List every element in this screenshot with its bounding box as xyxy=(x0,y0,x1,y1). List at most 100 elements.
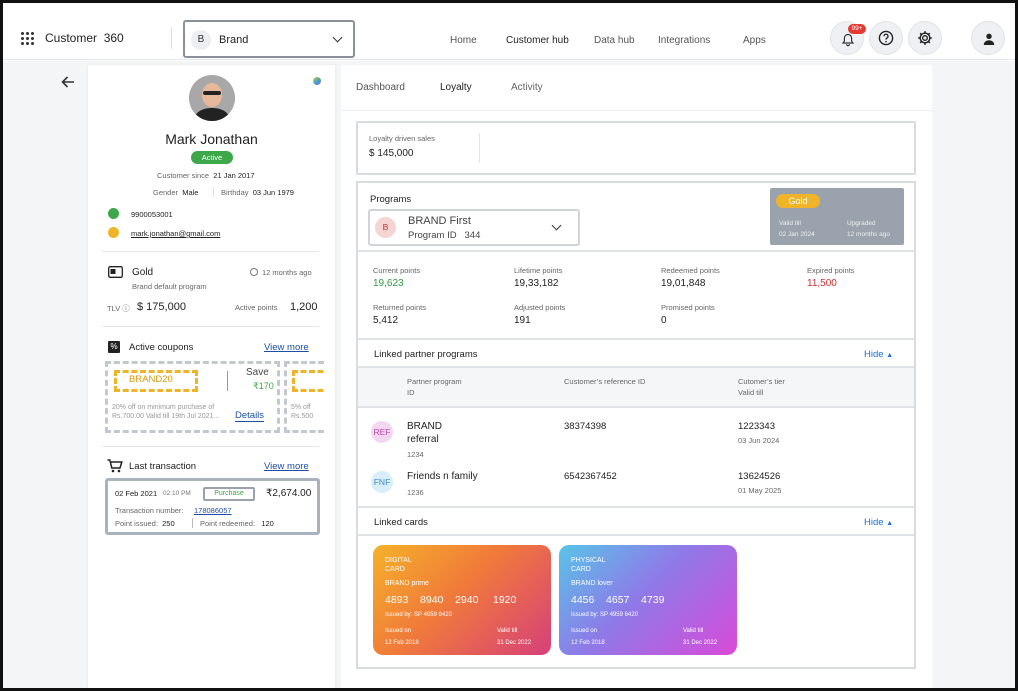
returned-points-label: Returned points xyxy=(373,303,426,312)
phone-icon xyxy=(108,208,119,219)
txn-points-redeemed: Point redeemed: 120 xyxy=(200,519,274,528)
coupon-peek-line2: Rs.500 xyxy=(291,413,314,420)
nav-data-hub[interactable]: Data hub xyxy=(594,35,635,46)
loyalty-sales-card: Loyalty driven sales $ 145,000 xyxy=(356,121,916,175)
current-points-label: Current points xyxy=(373,266,421,275)
coupon-card[interactable]: BRAND20 Save ₹170 20% off on minimum pur… xyxy=(105,361,280,433)
brand-selector[interactable]: B Brand xyxy=(183,20,355,58)
card-number: 4456 4657 4739 xyxy=(571,594,665,606)
settings-button[interactable] xyxy=(908,21,942,55)
physical-card[interactable]: PHYSICAL CARD BRAND lover 4456 4657 4739… xyxy=(559,545,737,655)
txn-amount: ₹2,674.00 xyxy=(266,488,312,499)
card-issued-label: Issued on xyxy=(571,628,598,634)
txn-date: 02 Feb 2021 xyxy=(115,489,158,498)
customer-since: Customer since 21 Jan 2017 xyxy=(157,171,255,180)
current-points-value: 19,623 xyxy=(373,278,404,289)
col-reference-id: Customer’s reference ID xyxy=(564,377,646,386)
coupon-save-value: ₹170 xyxy=(253,381,274,391)
card-issued-date: 12 Feb 2018 xyxy=(571,640,605,646)
clock-icon xyxy=(250,268,258,276)
bell-icon xyxy=(841,33,855,47)
avatar xyxy=(189,75,235,121)
partners-table-header: Partner program ID Customer’s reference … xyxy=(358,368,914,406)
card-number: 4893 8940 2940 1920 xyxy=(385,594,517,606)
cart-icon xyxy=(107,459,123,473)
nav-integrations[interactable]: Integrations xyxy=(658,35,711,46)
txn-number-link[interactable]: 178086057 xyxy=(194,506,232,515)
redeemed-points-value: 19,01,848 xyxy=(661,278,706,289)
tab-dashboard[interactable]: Dashboard xyxy=(356,82,405,93)
partners-hide-toggle[interactable]: Hide ▲ xyxy=(864,349,894,360)
card-valid-date: 31 Dec 2022 xyxy=(497,640,532,646)
caret-up-icon: ▲ xyxy=(886,352,894,359)
program-id: Program ID 344 xyxy=(408,230,481,241)
notification-button[interactable]: 99+ xyxy=(830,21,866,55)
col-customer-tier: Cutomer’s tier xyxy=(738,377,785,386)
tier-age: 12 months ago xyxy=(262,268,312,277)
profile-button[interactable] xyxy=(971,21,1005,55)
card-issued-label: Issued on xyxy=(385,628,412,634)
chevron-down-icon xyxy=(332,32,343,43)
tier-name: Gold xyxy=(132,267,154,278)
app-grid-icon[interactable] xyxy=(21,32,35,46)
gender-info: Gender Male xyxy=(153,188,199,197)
back-arrow-icon[interactable] xyxy=(60,75,76,89)
card-valid-date: 31 Dec 2022 xyxy=(683,640,718,646)
coupon-save-label: Save xyxy=(246,367,269,378)
program-selector[interactable]: B BRAND First Program ID 344 xyxy=(368,209,580,246)
card-valid-label: Valid till xyxy=(683,628,704,634)
lifetime-points-value: 19,33,182 xyxy=(514,278,559,289)
partner-name-line2: referral xyxy=(407,434,439,445)
partner-reference: 38374398 xyxy=(564,421,607,432)
coupon-peek-code-box xyxy=(292,370,324,392)
partner-name: BRAND xyxy=(407,421,443,432)
partner-valid: 03 Jun 2024 xyxy=(738,436,780,445)
app-title: Customer 360 xyxy=(45,31,124,45)
transaction-view-more[interactable]: View more xyxy=(264,461,309,472)
partner-id: 1234 xyxy=(407,450,424,459)
tier-program: Brand default program xyxy=(132,282,207,291)
partner-name: Friends n family xyxy=(407,471,478,482)
card-issued-by: Issued by: SP 4959 6420 xyxy=(571,612,638,618)
chevron-down-icon xyxy=(551,220,562,231)
nav-home[interactable]: Home xyxy=(450,35,477,46)
coupons-view-more[interactable]: View more xyxy=(264,342,309,353)
sales-value: $ 145,000 xyxy=(369,148,414,159)
active-points-value: 1,200 xyxy=(290,301,318,313)
txn-number-label: Transaction number: xyxy=(115,506,184,515)
customer-profile-panel: Mark Jonathan Active Customer since 21 J… xyxy=(88,65,335,688)
tlv-label: TLV ⓘ xyxy=(107,304,130,313)
card-valid-label: Valid till xyxy=(497,628,518,634)
partner-tier: 13624526 xyxy=(738,471,781,482)
nav-apps[interactable]: Apps xyxy=(743,35,766,46)
sparkle-icon xyxy=(313,77,321,85)
digital-card[interactable]: DIGITAL CARD BRAND prime 4893 8940 2940 … xyxy=(373,545,551,655)
partner-tier: 1223343 xyxy=(738,421,775,432)
nav-customer-hub[interactable]: Customer hub xyxy=(506,35,569,46)
transaction-card[interactable]: 02 Feb 2021 02:10 PM Purchase ₹2,674.00 … xyxy=(105,478,320,535)
caret-up-icon: ▲ xyxy=(886,520,894,527)
tier-status-badge: Gold xyxy=(776,194,820,208)
tab-loyalty[interactable]: Loyalty xyxy=(440,82,472,93)
email-link[interactable]: mark.jonathan@gmail.com xyxy=(131,229,221,238)
programs-card: Programs B BRAND First Program ID 344 Go… xyxy=(356,181,916,669)
coupon-card-peek[interactable]: 5% off Rs.500 xyxy=(284,361,324,433)
help-button[interactable] xyxy=(869,21,903,55)
partner-avatar: FNF xyxy=(371,471,393,493)
active-points-label: Active points xyxy=(235,303,278,312)
last-transaction-title: Last transaction xyxy=(129,461,197,472)
tier-upgraded-label: Upgraded xyxy=(847,220,876,227)
card-type-line2: CARD xyxy=(571,566,591,573)
cards-hide-toggle[interactable]: Hide ▲ xyxy=(864,517,894,528)
tlv-value: $ 175,000 xyxy=(137,301,186,313)
adjusted-points-label: Adjusted points xyxy=(514,303,566,312)
top-header: Customer 360 B Brand Home Customer hub D… xyxy=(3,3,1015,60)
card-type-line2: CARD xyxy=(385,566,405,573)
tab-activity[interactable]: Activity xyxy=(511,82,543,93)
tier-card-icon xyxy=(108,266,123,278)
coupon-details-link[interactable]: Details xyxy=(235,410,265,422)
notification-badge: 99+ xyxy=(848,24,866,34)
promised-points-label: Promised points xyxy=(661,303,715,312)
percent-icon: % xyxy=(108,341,120,353)
